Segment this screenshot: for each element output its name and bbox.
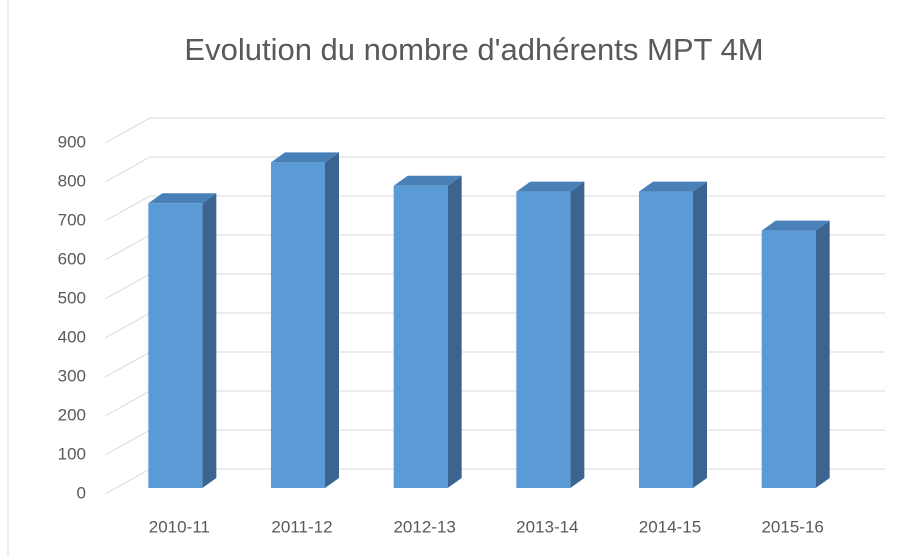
y-tick-label: 400: [58, 327, 86, 346]
grid-line: [104, 117, 885, 144]
y-tick-label: 700: [58, 210, 86, 229]
bar-side: [693, 181, 707, 488]
bar: [393, 185, 448, 488]
bar-side: [202, 193, 217, 489]
y-tick-label: 100: [58, 444, 86, 463]
x-tick-label: 2010-11: [149, 517, 210, 536]
bar-top: [148, 193, 217, 204]
chart-title: Evolution du nombre d'adhérents MPT 4M: [184, 32, 763, 67]
x-tick-label: 2015-16: [761, 517, 823, 536]
y-tick-label: 900: [58, 132, 86, 151]
y-tick-label: 800: [58, 171, 86, 190]
y-tick-label: 600: [58, 249, 86, 268]
y-tick-label: 500: [58, 288, 86, 307]
x-tick-label: 2011-12: [271, 517, 332, 536]
bar-top: [761, 220, 830, 231]
bar: [271, 162, 325, 488]
y-tick-label: 200: [58, 405, 86, 424]
x-tick-label: 2014-15: [639, 517, 701, 536]
x-tick-label: 2013-14: [516, 517, 578, 536]
y-tick-label: 300: [58, 366, 86, 385]
bar-top: [393, 175, 462, 186]
bar-side: [815, 220, 830, 488]
bar: [639, 191, 693, 488]
bar: [761, 230, 816, 488]
y-tick-label: 0: [77, 483, 86, 502]
bar-side: [447, 175, 462, 488]
bar-top: [639, 181, 707, 192]
bar: [148, 203, 203, 489]
bar-side: [570, 181, 585, 488]
bar: [516, 191, 571, 488]
bar-side: [325, 152, 339, 488]
grid-line: [104, 156, 885, 183]
x-tick-label: 2012-13: [393, 517, 455, 536]
bar-top: [271, 152, 339, 163]
bar-top: [516, 181, 585, 192]
